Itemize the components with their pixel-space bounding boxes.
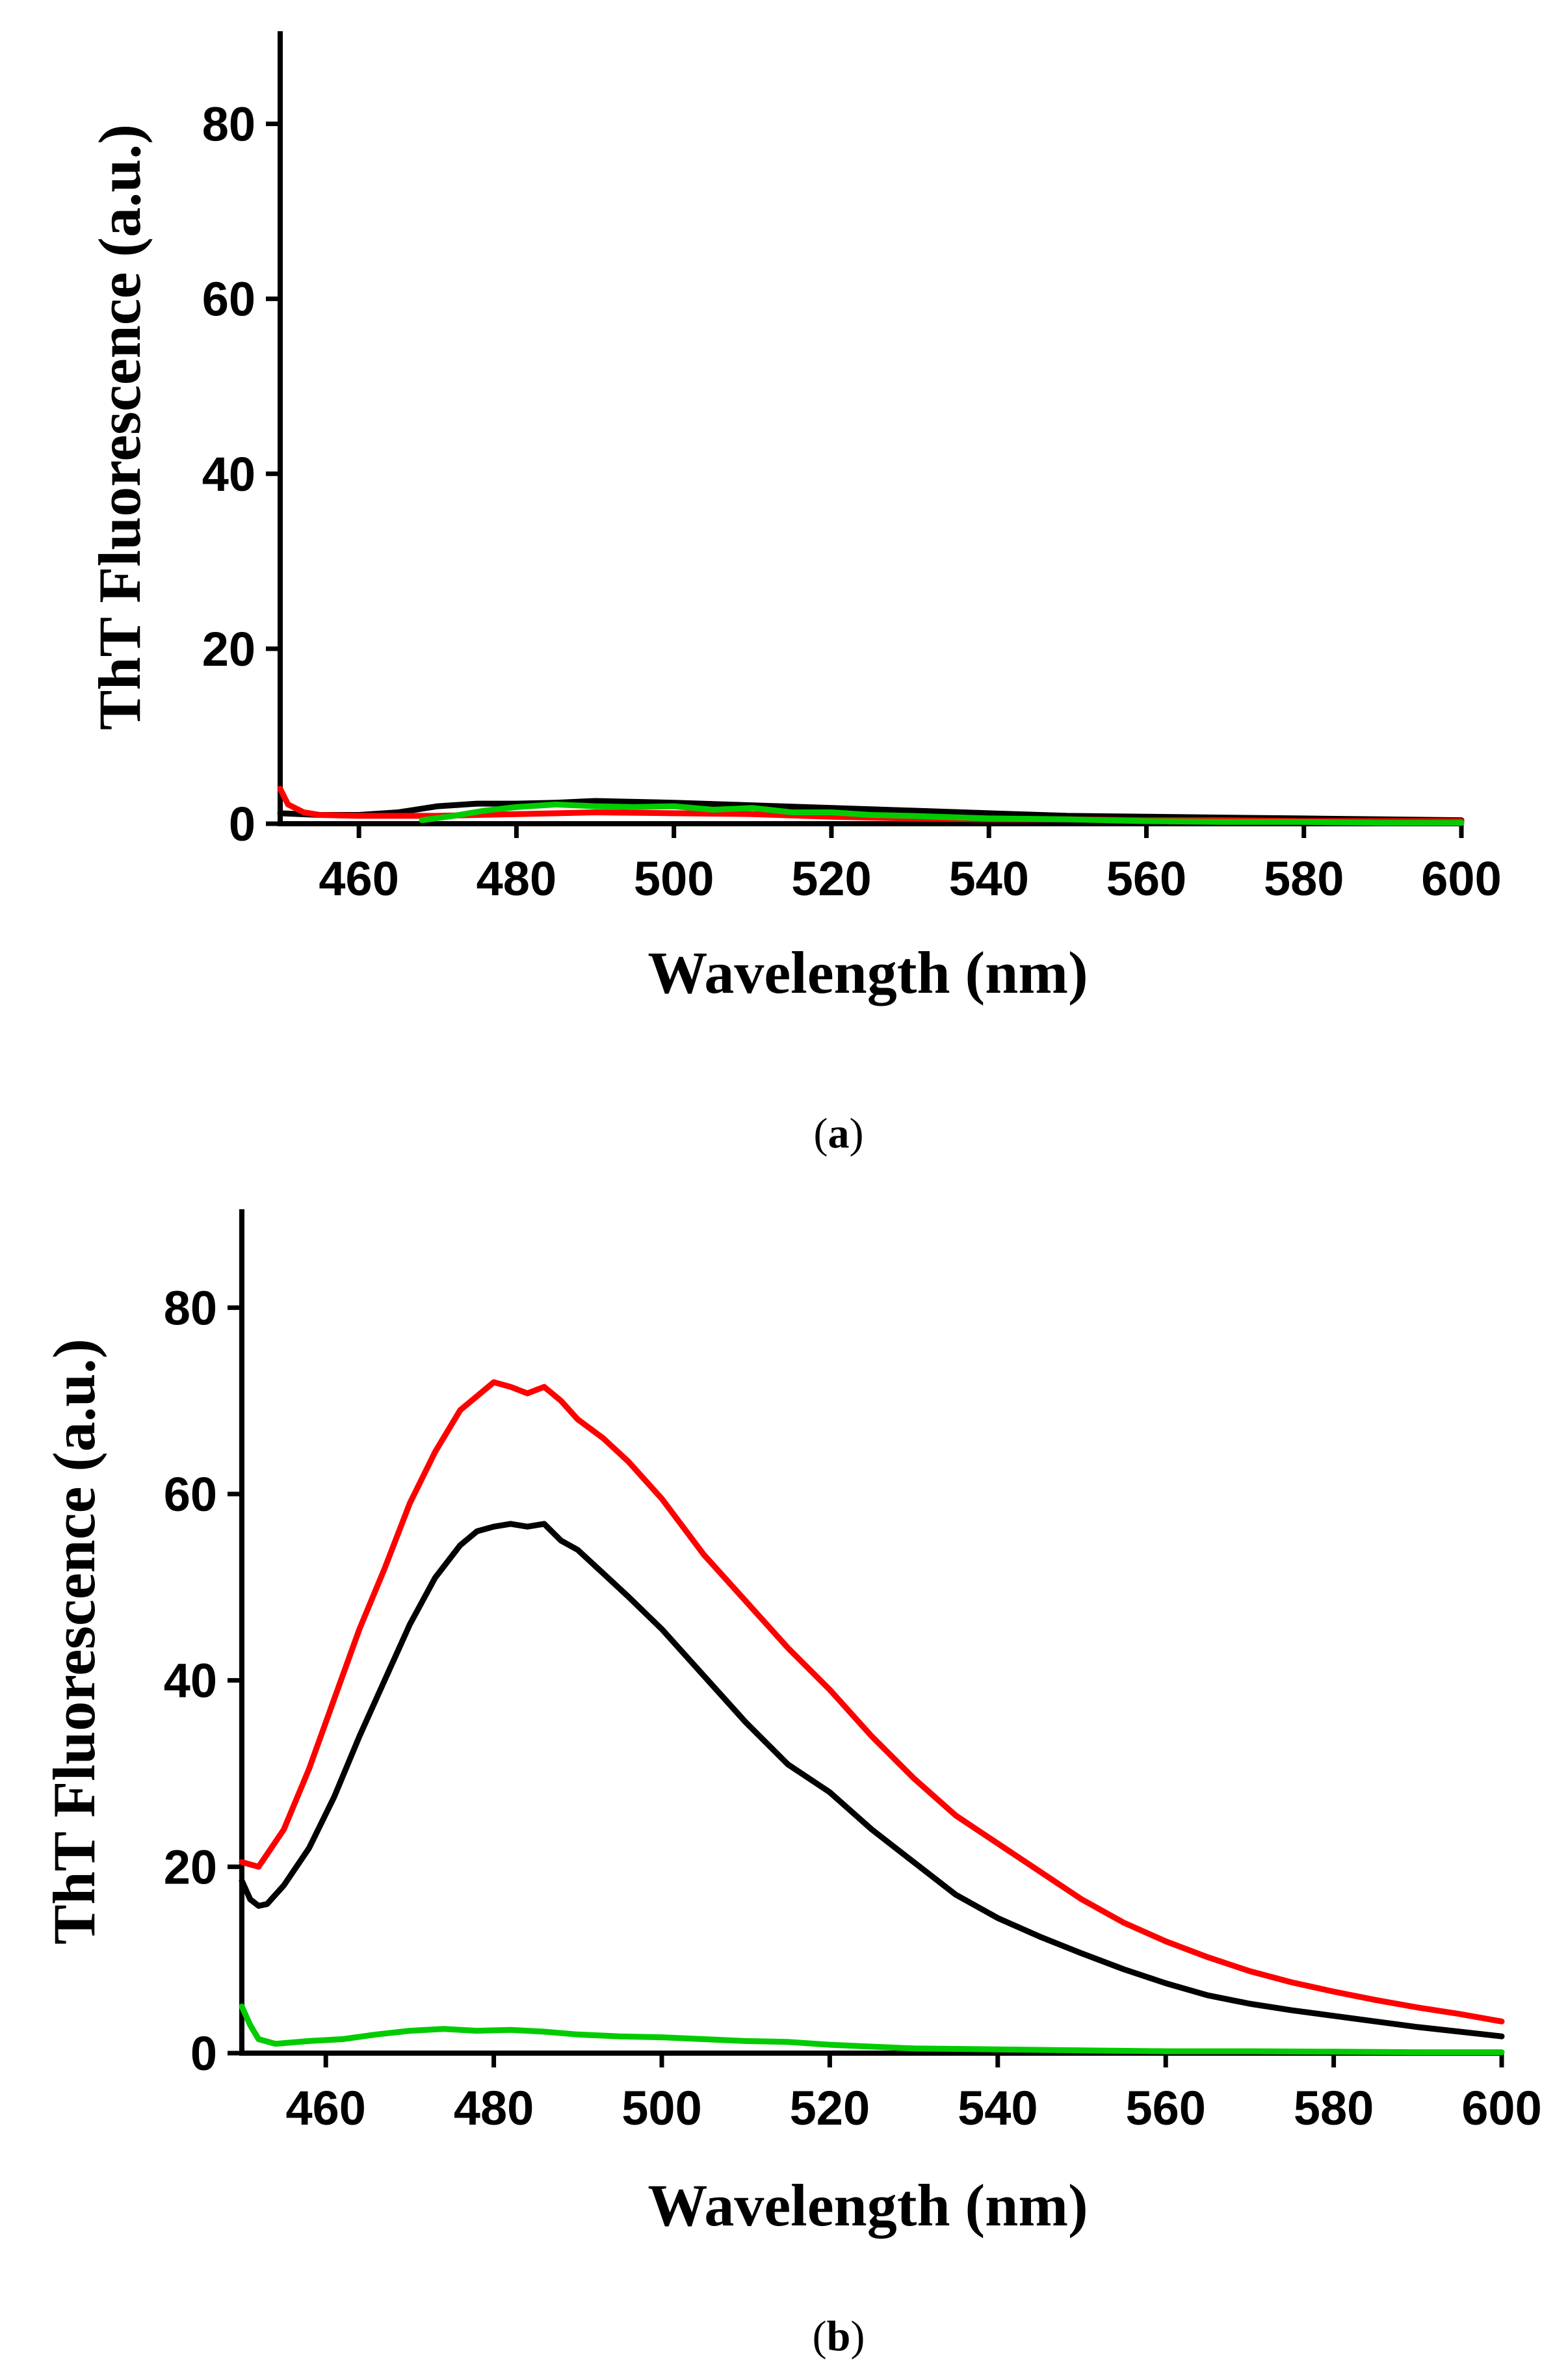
series-line-green	[419, 801, 1465, 826]
y-tick-label: 0	[190, 2026, 217, 2080]
y-ticks: 0 20 40 60 80	[164, 1281, 242, 2080]
x-tick-label: 560	[1125, 2081, 1205, 2135]
y-tick-label: 40	[164, 1654, 217, 1708]
series-lines	[277, 785, 1465, 826]
x-tick-label: 460	[285, 2081, 365, 2135]
y-tick-label: 80	[202, 98, 255, 151]
y-tick-label: 0	[229, 797, 255, 851]
x-tick-label: 540	[948, 852, 1028, 906]
y-ticks: 0 20 40 60 80	[202, 98, 280, 851]
x-tick-label: 480	[477, 852, 556, 906]
x-ticks: 460 480 500 520 540 560 580 600	[285, 2053, 1542, 2135]
y-tick-label: 40	[202, 447, 255, 501]
y-tick-label: 60	[202, 272, 255, 326]
x-tick-label: 560	[1106, 852, 1186, 906]
y-axis-title: ThT Fluorescence (a.u.)	[41, 1339, 107, 1945]
y-tick-label: 20	[202, 622, 255, 676]
y-tick-label: 60	[164, 1467, 217, 1521]
x-tick-label: 540	[958, 2081, 1038, 2135]
x-tick-label: 460	[319, 852, 399, 906]
x-tick-label: 600	[1421, 852, 1501, 906]
x-tick-label: 580	[1294, 2081, 1374, 2135]
panel-a: 0 20 40 60 80 460 480 500 520 540 560 580 600 ThT F…	[86, 31, 1502, 1157]
y-tick-label: 20	[164, 1840, 217, 1894]
x-tick-label: 480	[454, 2081, 534, 2135]
x-tick-label: 520	[791, 852, 871, 906]
x-tick-label: 500	[634, 852, 714, 906]
x-ticks: 460 480 500 520 540 560 580 600	[319, 824, 1502, 906]
x-tick-label: 600	[1461, 2081, 1541, 2135]
series-lines	[239, 1379, 1505, 2056]
x-tick-label: 500	[621, 2081, 701, 2135]
series-line-black	[239, 1521, 1505, 2039]
y-axis-title: ThT Fluorescence (a.u.)	[86, 124, 153, 730]
series-line-red	[239, 1379, 1505, 2025]
panel-b: 0 20 40 60 80 460 480 500 520 540 560 580 600 ThT F…	[41, 1209, 1542, 2360]
caption-b: (b)	[813, 2313, 865, 2360]
caption-a: (a)	[814, 1110, 864, 1157]
x-axis-title: Wavelength (nm)	[647, 2172, 1088, 2238]
x-tick-label: 580	[1264, 852, 1344, 906]
x-axis-title: Wavelength (nm)	[647, 939, 1088, 1006]
series-line-green	[239, 2003, 1505, 2056]
y-tick-label: 80	[164, 1281, 217, 1335]
x-tick-label: 520	[790, 2081, 870, 2135]
